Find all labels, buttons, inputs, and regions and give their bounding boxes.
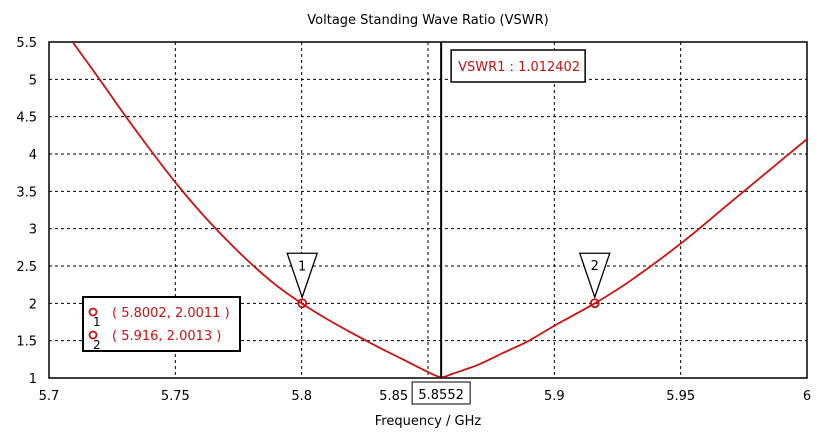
marker-1-flag (286, 252, 319, 300)
series-group (71, 42, 807, 378)
marker-1-flag-label: 1 (298, 259, 306, 274)
y-tick-label: 2.5 (16, 260, 37, 275)
y-tick-label: 3 (29, 223, 37, 238)
cursor-readout-box (450, 49, 586, 83)
tick-labels: 5.7 5.75 5.8 5.85 5.9 5.95 6 1 1.5 2 2.5 3 3.5 4 4.5 5 5… (16, 36, 811, 404)
y-tick-label: 1.5 (16, 335, 37, 350)
vswr-series-line (71, 42, 807, 378)
marker-legend-box (82, 296, 241, 352)
x-tick-label: 5.85 (379, 389, 408, 404)
marker-legend-icon (88, 330, 98, 340)
y-tick-label: 5.5 (16, 36, 37, 51)
y-tick-label: 5 (29, 73, 37, 88)
x-tick-label: 5.7 (39, 389, 60, 404)
marker-legend-icon (88, 307, 98, 317)
x-tick-label: 5.95 (666, 389, 695, 404)
y-tick-label: 4.5 (16, 111, 37, 126)
y-tick-label: 4 (29, 148, 37, 163)
cursor-readout: VSWR1 : 1.012402 (458, 60, 580, 75)
marker-legend-value: ( 5.916, 2.0013 ) (112, 329, 221, 344)
x-axis-label: Frequency / GHz (375, 414, 482, 429)
markers-group: 1 2 1 ( 5.8002, 2.0011 ) 2 ( 5.916, 2.0013 ) (82, 252, 611, 352)
x-tick-label: 5.8 (291, 389, 312, 404)
cursor-group: 5.8552 VSWR1 : 1.012402 (411, 42, 586, 405)
y-tick-label: 3.5 (16, 185, 37, 200)
cursor-x-label: 5.8552 (418, 388, 464, 403)
x-tick-label: 6 (803, 389, 811, 404)
marker-2-flag-label: 2 (591, 259, 599, 274)
x-tick-label: 5.9 (544, 389, 565, 404)
marker-legend-value: ( 5.8002, 2.0011 ) (112, 306, 230, 321)
marker-legend-id: 2 (93, 338, 101, 352)
cursor-x-label-box (411, 381, 471, 405)
y-tick-label: 2 (29, 297, 37, 312)
y-tick-label: 1 (29, 372, 37, 387)
marker-1-point (297, 298, 308, 309)
plot-frame (48, 41, 808, 379)
marker-2-point (589, 298, 600, 309)
marker-legend-id: 1 (93, 315, 101, 329)
x-tick-label: 5.75 (161, 389, 190, 404)
chart-title: Voltage Standing Wave Ratio (VSWR) (307, 13, 548, 28)
marker-2-flag (578, 252, 611, 300)
